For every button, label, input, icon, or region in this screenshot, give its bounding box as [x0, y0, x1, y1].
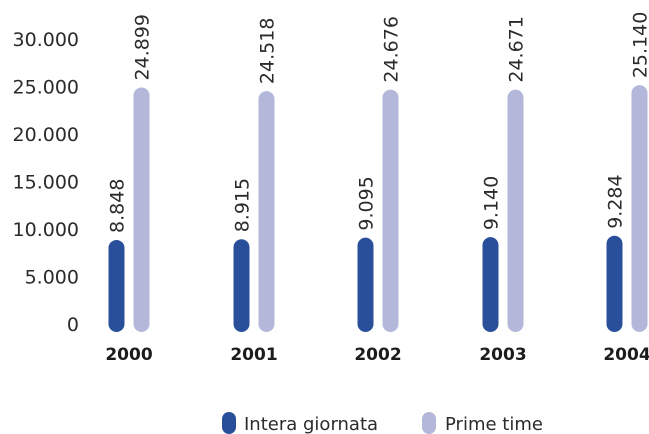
data-label: 9.095	[356, 176, 378, 230]
bars-layer: 8.848 24.899 8.915 24.518 9.095 24.676 9.140 24…	[107, 12, 649, 332]
y-tick-label: 20.000	[13, 124, 79, 146]
bar-intera-giornata	[233, 239, 250, 332]
bar-prime-time	[631, 85, 648, 332]
bar-prime-time	[382, 89, 399, 332]
legend: Intera giornata Prime time	[222, 412, 543, 434]
data-label: 24.518	[257, 18, 279, 84]
x-tick-label: 2003	[479, 345, 526, 365]
legend-marker	[222, 412, 236, 434]
data-label: 24.676	[381, 16, 403, 82]
data-label: 25.140	[630, 12, 649, 78]
y-tick-label: 30.000	[13, 29, 79, 51]
y-tick-label: 25.000	[13, 77, 79, 99]
legend-marker	[422, 412, 436, 434]
x-axis: 2000 2001 2002 2003 2004	[105, 345, 649, 365]
y-tick-label: 5.000	[25, 267, 79, 289]
y-tick-label: 15.000	[13, 172, 79, 194]
bar-prime-time	[507, 89, 524, 332]
bar-prime-time	[258, 91, 275, 332]
x-tick-label: 2004	[603, 345, 649, 365]
data-label: 9.140	[481, 176, 503, 230]
data-label: 24.899	[132, 14, 154, 80]
y-tick-label: 10.000	[13, 219, 79, 241]
y-tick-label: 0	[67, 314, 79, 336]
legend-label: Prime time	[445, 414, 543, 434]
x-tick-label: 2000	[105, 345, 152, 365]
x-tick-label: 2002	[354, 345, 401, 365]
data-label: 9.284	[605, 174, 627, 228]
bar-intera-giornata	[108, 239, 125, 332]
data-label: 8.848	[107, 179, 129, 233]
data-label: 8.915	[232, 178, 254, 232]
data-label: 24.671	[506, 16, 528, 82]
bar-intera-giornata	[482, 237, 499, 332]
legend-label: Intera giornata	[244, 414, 378, 434]
x-tick-label: 2001	[230, 345, 277, 365]
bar-intera-giornata	[357, 237, 374, 332]
y-axis: 0 5.000 10.000 15.000 20.000 25.000 30.000	[13, 29, 79, 336]
bar-prime-time	[133, 87, 150, 332]
bar-intera-giornata	[606, 235, 623, 332]
